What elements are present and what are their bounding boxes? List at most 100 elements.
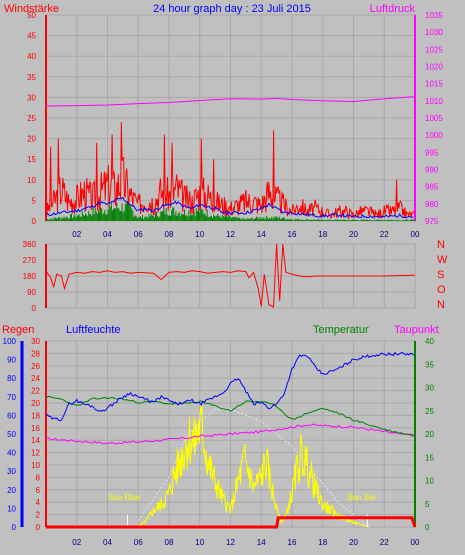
humidity-label: Luftfeuchte	[66, 324, 120, 336]
wind-x-tick-label: 08	[165, 230, 174, 239]
pressure-tick-label: 1010	[425, 97, 443, 106]
pressure-tick-label: 1005	[425, 114, 443, 123]
wind-tick-label: 15	[27, 155, 36, 164]
humidity-tick-label: 10	[7, 504, 16, 513]
humidity-tick-label: 90	[7, 356, 16, 365]
compass-label: S	[437, 269, 444, 281]
wind-tick-label: 35	[27, 73, 36, 82]
weather-x-tick-label: 18	[318, 538, 327, 547]
wind-x-tick-label: 16	[288, 230, 297, 239]
humidity-tick-label: 70	[7, 393, 16, 402]
humidity-tick-label: 60	[7, 411, 16, 420]
wind-x-tick-label: 10	[195, 230, 204, 239]
wind-gust-line	[45, 122, 415, 220]
compass-label: N	[437, 299, 445, 311]
chart-title: 24 hour graph day : 23 Juli 2015	[153, 3, 311, 15]
temperature-tick-label: 5	[425, 500, 430, 509]
rain-tick-label: 2	[36, 511, 41, 520]
pressure-panel-right-label: Luftdruck	[370, 3, 416, 15]
pressure-tick-label: 990	[425, 166, 439, 175]
compass-label: W	[437, 254, 448, 266]
pressure-tick-label: 975	[425, 217, 439, 226]
pressure-tick-label: 1000	[425, 131, 443, 140]
rain-tick-label: 14	[31, 436, 40, 445]
sun-set-label: Sun Set	[347, 493, 376, 502]
weather-x-tick-label: 14	[257, 538, 266, 547]
weather-grid	[20, 340, 416, 528]
rain-tick-label: 28	[31, 349, 40, 358]
rain-tick-label: 8	[36, 473, 41, 482]
direction-tick-label: 90	[27, 288, 36, 297]
pressure-tick-label: 1030	[425, 28, 443, 37]
wind-tick-label: 5	[32, 196, 37, 205]
weather-x-tick-label: 08	[165, 538, 174, 547]
temperature-tick-label: 20	[425, 430, 434, 439]
wind-tick-label: 50	[27, 11, 36, 20]
wind-tick-label: 30	[27, 93, 36, 102]
weather-x-tick-label: 22	[380, 538, 389, 547]
series-marks	[45, 96, 417, 529]
humidity-tick-label: 50	[7, 430, 16, 439]
direction-tick-label: 270	[23, 256, 37, 265]
solar-line	[127, 405, 369, 528]
weather-x-tick-label: 02	[72, 538, 81, 547]
rain-tick-label: 22	[31, 387, 40, 396]
temperature-tick-label: 15	[425, 453, 434, 462]
wind-x-tick-label: 22	[380, 230, 389, 239]
dewpoint-line	[45, 423, 416, 445]
temperature-tick-label: 30	[425, 384, 434, 393]
rain-label: Regen	[2, 324, 34, 336]
rain-tick-label: 20	[31, 399, 40, 408]
temperature-tick-label: 40	[425, 337, 434, 346]
humidity-line	[45, 351, 414, 422]
wind-tick-label: 45	[27, 32, 36, 41]
rain-tick-label: 16	[31, 424, 40, 433]
wind-panel-left-label: Windstärke	[4, 3, 59, 15]
pressure-tick-label: 995	[425, 148, 439, 157]
weather-x-tick-label: 20	[349, 538, 358, 547]
wind-x-tick-label: 06	[134, 230, 143, 239]
rain-tick-label: 12	[31, 449, 40, 458]
wind-x-tick-label: 12	[226, 230, 235, 239]
rain-tick-label: 6	[36, 486, 41, 495]
direction-tick-label: 180	[23, 272, 37, 281]
pressure-tick-label: 1035	[425, 11, 443, 20]
pressure-tick-label: 1015	[425, 80, 443, 89]
wind-tick-label: 10	[27, 176, 36, 185]
tick-labels: 0510152025303540455097598098599099510001…	[3, 11, 448, 547]
wind-x-tick-label: 04	[103, 230, 112, 239]
rain-tick-label: 0	[36, 523, 41, 532]
rain-tick-label: 26	[31, 362, 40, 371]
humidity-tick-label: 30	[7, 467, 16, 476]
wind-tick-label: 25	[27, 114, 36, 123]
temperature-tick-label: 25	[425, 407, 434, 416]
pressure-tick-label: 1020	[425, 63, 443, 72]
temperature-line	[45, 395, 416, 436]
wind-x-tick-label: 02	[72, 230, 81, 239]
humidity-tick-label: 0	[12, 523, 17, 532]
rain-tick-label: 10	[31, 461, 40, 470]
weather-x-tick-label: 00	[411, 538, 420, 547]
sun-rise-label: Sun Rise	[108, 493, 141, 502]
wind-x-tick-label: 14	[257, 230, 266, 239]
wind-tick-label: 40	[27, 52, 36, 61]
rain-tick-label: 4	[36, 498, 41, 507]
wind-x-tick-label: 00	[411, 230, 420, 239]
pressure-tick-label: 1025	[425, 45, 443, 54]
rain-line	[46, 516, 417, 529]
temperature-label: Temperatur	[313, 324, 369, 336]
weather-x-tick-label: 04	[103, 538, 112, 547]
humidity-tick-label: 80	[7, 374, 16, 383]
dewpoint-label: Taupunkt	[394, 324, 439, 336]
pressure-tick-label: 985	[425, 183, 439, 192]
wind-x-tick-label: 18	[318, 230, 327, 239]
direction-tick-label: 0	[32, 304, 37, 313]
wind-x-tick-label: 20	[349, 230, 358, 239]
humidity-tick-label: 40	[7, 449, 16, 458]
direction-tick-label: 360	[23, 240, 37, 249]
wind-direction-line	[45, 243, 416, 308]
weather-x-tick-label: 12	[226, 538, 235, 547]
wind-pressure-grid	[45, 14, 416, 222]
